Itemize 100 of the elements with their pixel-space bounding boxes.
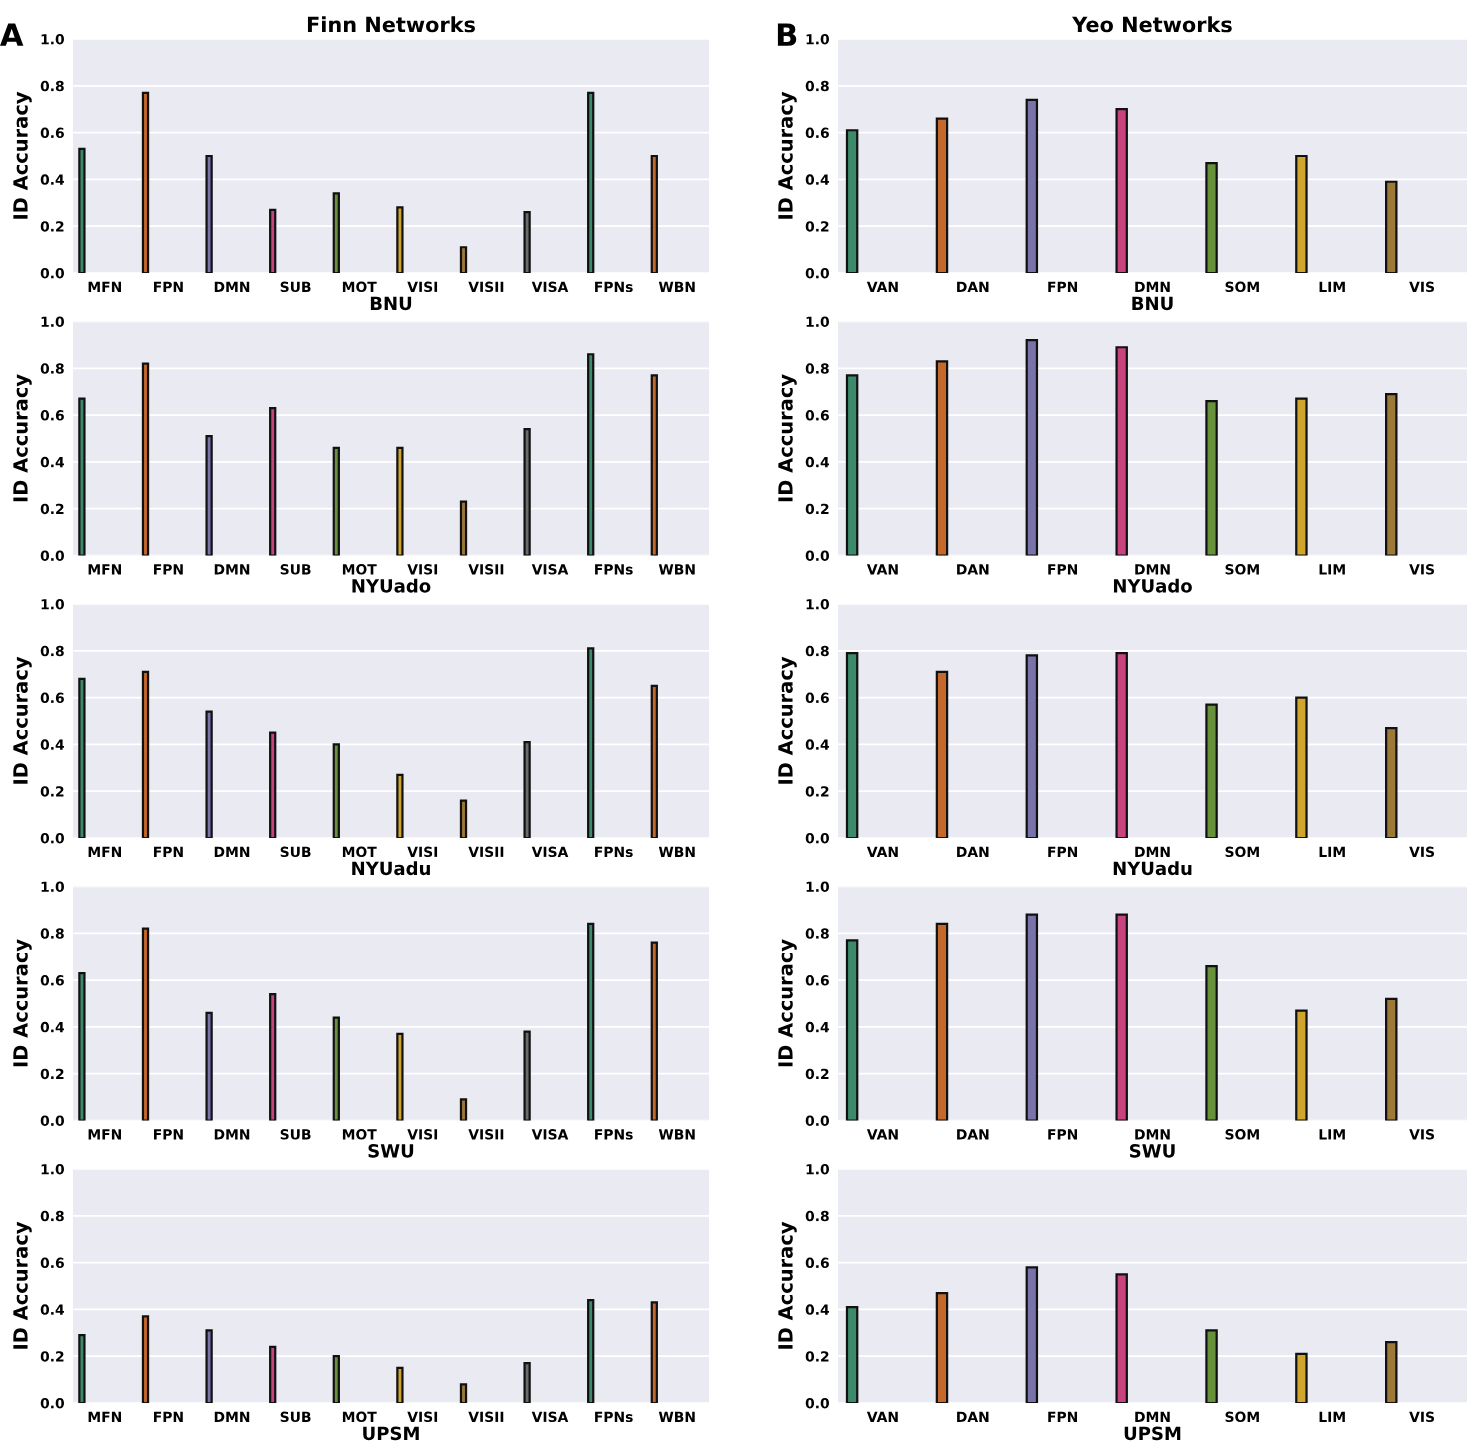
- y-tick-label: 0.0: [805, 550, 829, 561]
- bar: [332, 1016, 340, 1121]
- bar: [1385, 726, 1398, 838]
- y-tick-label: 0.2: [40, 786, 64, 797]
- bar: [845, 374, 859, 556]
- x-tick-label: MFN: [88, 846, 121, 857]
- x-tick-label: VAN: [866, 1411, 898, 1422]
- x-tick-label: VISI: [407, 1411, 438, 1423]
- x-tick-label: DMN: [214, 1129, 250, 1140]
- y-tick-label: 0.6: [40, 692, 64, 704]
- bar: [459, 1098, 468, 1121]
- x-tick-label: SOM: [1225, 846, 1259, 858]
- x-tick-label: SUB: [280, 846, 311, 858]
- bar: [523, 428, 531, 556]
- bar: [78, 1334, 86, 1403]
- y-tick-label: 0.2: [805, 786, 829, 797]
- bar: [78, 397, 86, 556]
- bar: [396, 1032, 404, 1121]
- y-tick-label: 1.0: [806, 316, 829, 327]
- y-tick-label: 0.4: [805, 1304, 830, 1315]
- bar: [845, 652, 859, 838]
- bar: [1385, 997, 1398, 1121]
- y-tick-label: 0.8: [805, 928, 829, 939]
- text: A: [0, 23, 24, 46]
- y-tick-label: 0.4: [805, 739, 830, 750]
- y-tick-label: 0.6: [805, 692, 829, 704]
- y-tick-label: 0.2: [40, 503, 64, 515]
- x-tick-label: VAN: [866, 564, 898, 575]
- bar: [1115, 1273, 1128, 1403]
- x-tick-label: LIM: [1319, 1129, 1345, 1140]
- y-tick-label: 0.2: [40, 1351, 64, 1362]
- y-tick-label: 0.2: [805, 1351, 829, 1362]
- x-tick-label: SOM: [1225, 1411, 1259, 1423]
- bar: [459, 1383, 468, 1403]
- x-tick-label: VIS: [1409, 564, 1435, 575]
- x-tick-label: LIM: [1319, 1411, 1345, 1422]
- bar: [205, 1329, 213, 1403]
- x-tick-label: WBN: [658, 1129, 695, 1140]
- x-tick-label: VISII: [468, 1411, 504, 1423]
- x-tick-label: WBN: [658, 281, 695, 292]
- chart-title: Finn Networks: [307, 16, 475, 33]
- bar: [269, 208, 277, 273]
- x-tick-label: MOT: [342, 281, 377, 293]
- x-tick-label: DMN: [1135, 1129, 1170, 1140]
- y-tick-label: 0.2: [40, 1068, 64, 1080]
- bar: [650, 154, 658, 273]
- y-tick-label: 0.6: [805, 410, 829, 421]
- x-tick-label: VIS: [1409, 1129, 1435, 1140]
- x-tick-label: DMN: [214, 281, 250, 292]
- x-tick-label: WBN: [658, 846, 695, 857]
- y-tick-label: 0.4: [805, 174, 830, 185]
- x-tick-label: MOT: [342, 564, 377, 575]
- x-tick-label: DAN: [957, 1411, 989, 1422]
- x-tick-label: SOM: [1225, 564, 1259, 575]
- y-tick-label: 1.0: [41, 33, 64, 45]
- text: B: [777, 23, 797, 46]
- y-tick-label: 0.8: [40, 80, 64, 92]
- bar: [523, 211, 531, 273]
- x-tick-label: WBN: [658, 1411, 695, 1422]
- y-tick-label: 0.2: [805, 503, 829, 515]
- bar: [1115, 652, 1128, 838]
- x-tick-label: LIM: [1319, 281, 1345, 292]
- x-tick-label: WBN: [658, 564, 695, 575]
- bar: [1295, 1009, 1308, 1121]
- bar: [1205, 161, 1218, 273]
- x-tick-label: DMN: [1135, 1411, 1170, 1422]
- y-tick-label: 0.6: [40, 127, 64, 139]
- y-tick-label: 0.6: [805, 127, 829, 139]
- x-axis-title: NYUado: [352, 578, 431, 593]
- x-tick-label: FPN: [1048, 846, 1078, 857]
- y-axis-title: ID Accuracy: [778, 91, 797, 219]
- x-tick-label: VISA: [531, 846, 569, 858]
- bar: [1025, 913, 1039, 1121]
- y-tick-label: 0.8: [40, 363, 64, 374]
- y-tick-label: 0.0: [805, 267, 829, 279]
- y-tick-label: 1.0: [806, 33, 829, 45]
- x-tick-label: MFN: [88, 281, 121, 292]
- bar: [205, 1011, 213, 1121]
- x-tick-label: MOT: [342, 1129, 377, 1140]
- bar: [650, 684, 658, 838]
- bar: [205, 435, 213, 556]
- y-tick-label: 0.8: [805, 80, 829, 92]
- x-tick-label: FPNs: [595, 1129, 633, 1140]
- bar: [935, 360, 949, 556]
- y-tick-label: 1.0: [41, 316, 64, 327]
- y-tick-label: 1.0: [806, 1163, 829, 1175]
- bar: [459, 500, 468, 556]
- bar: [332, 1355, 340, 1403]
- x-tick-label: DAN: [957, 564, 989, 575]
- bar: [332, 743, 340, 838]
- bar: [587, 91, 595, 273]
- x-tick-label: DMN: [214, 1411, 250, 1422]
- x-tick-label: SOM: [1225, 1129, 1259, 1140]
- x-axis-title: UPSM: [1124, 1426, 1181, 1441]
- y-tick-label: 0.8: [805, 645, 829, 657]
- bar: [1385, 392, 1398, 556]
- bar: [523, 740, 531, 838]
- x-tick-label: VISII: [468, 846, 504, 858]
- bar: [205, 710, 213, 838]
- y-tick-label: 0.6: [40, 1257, 64, 1269]
